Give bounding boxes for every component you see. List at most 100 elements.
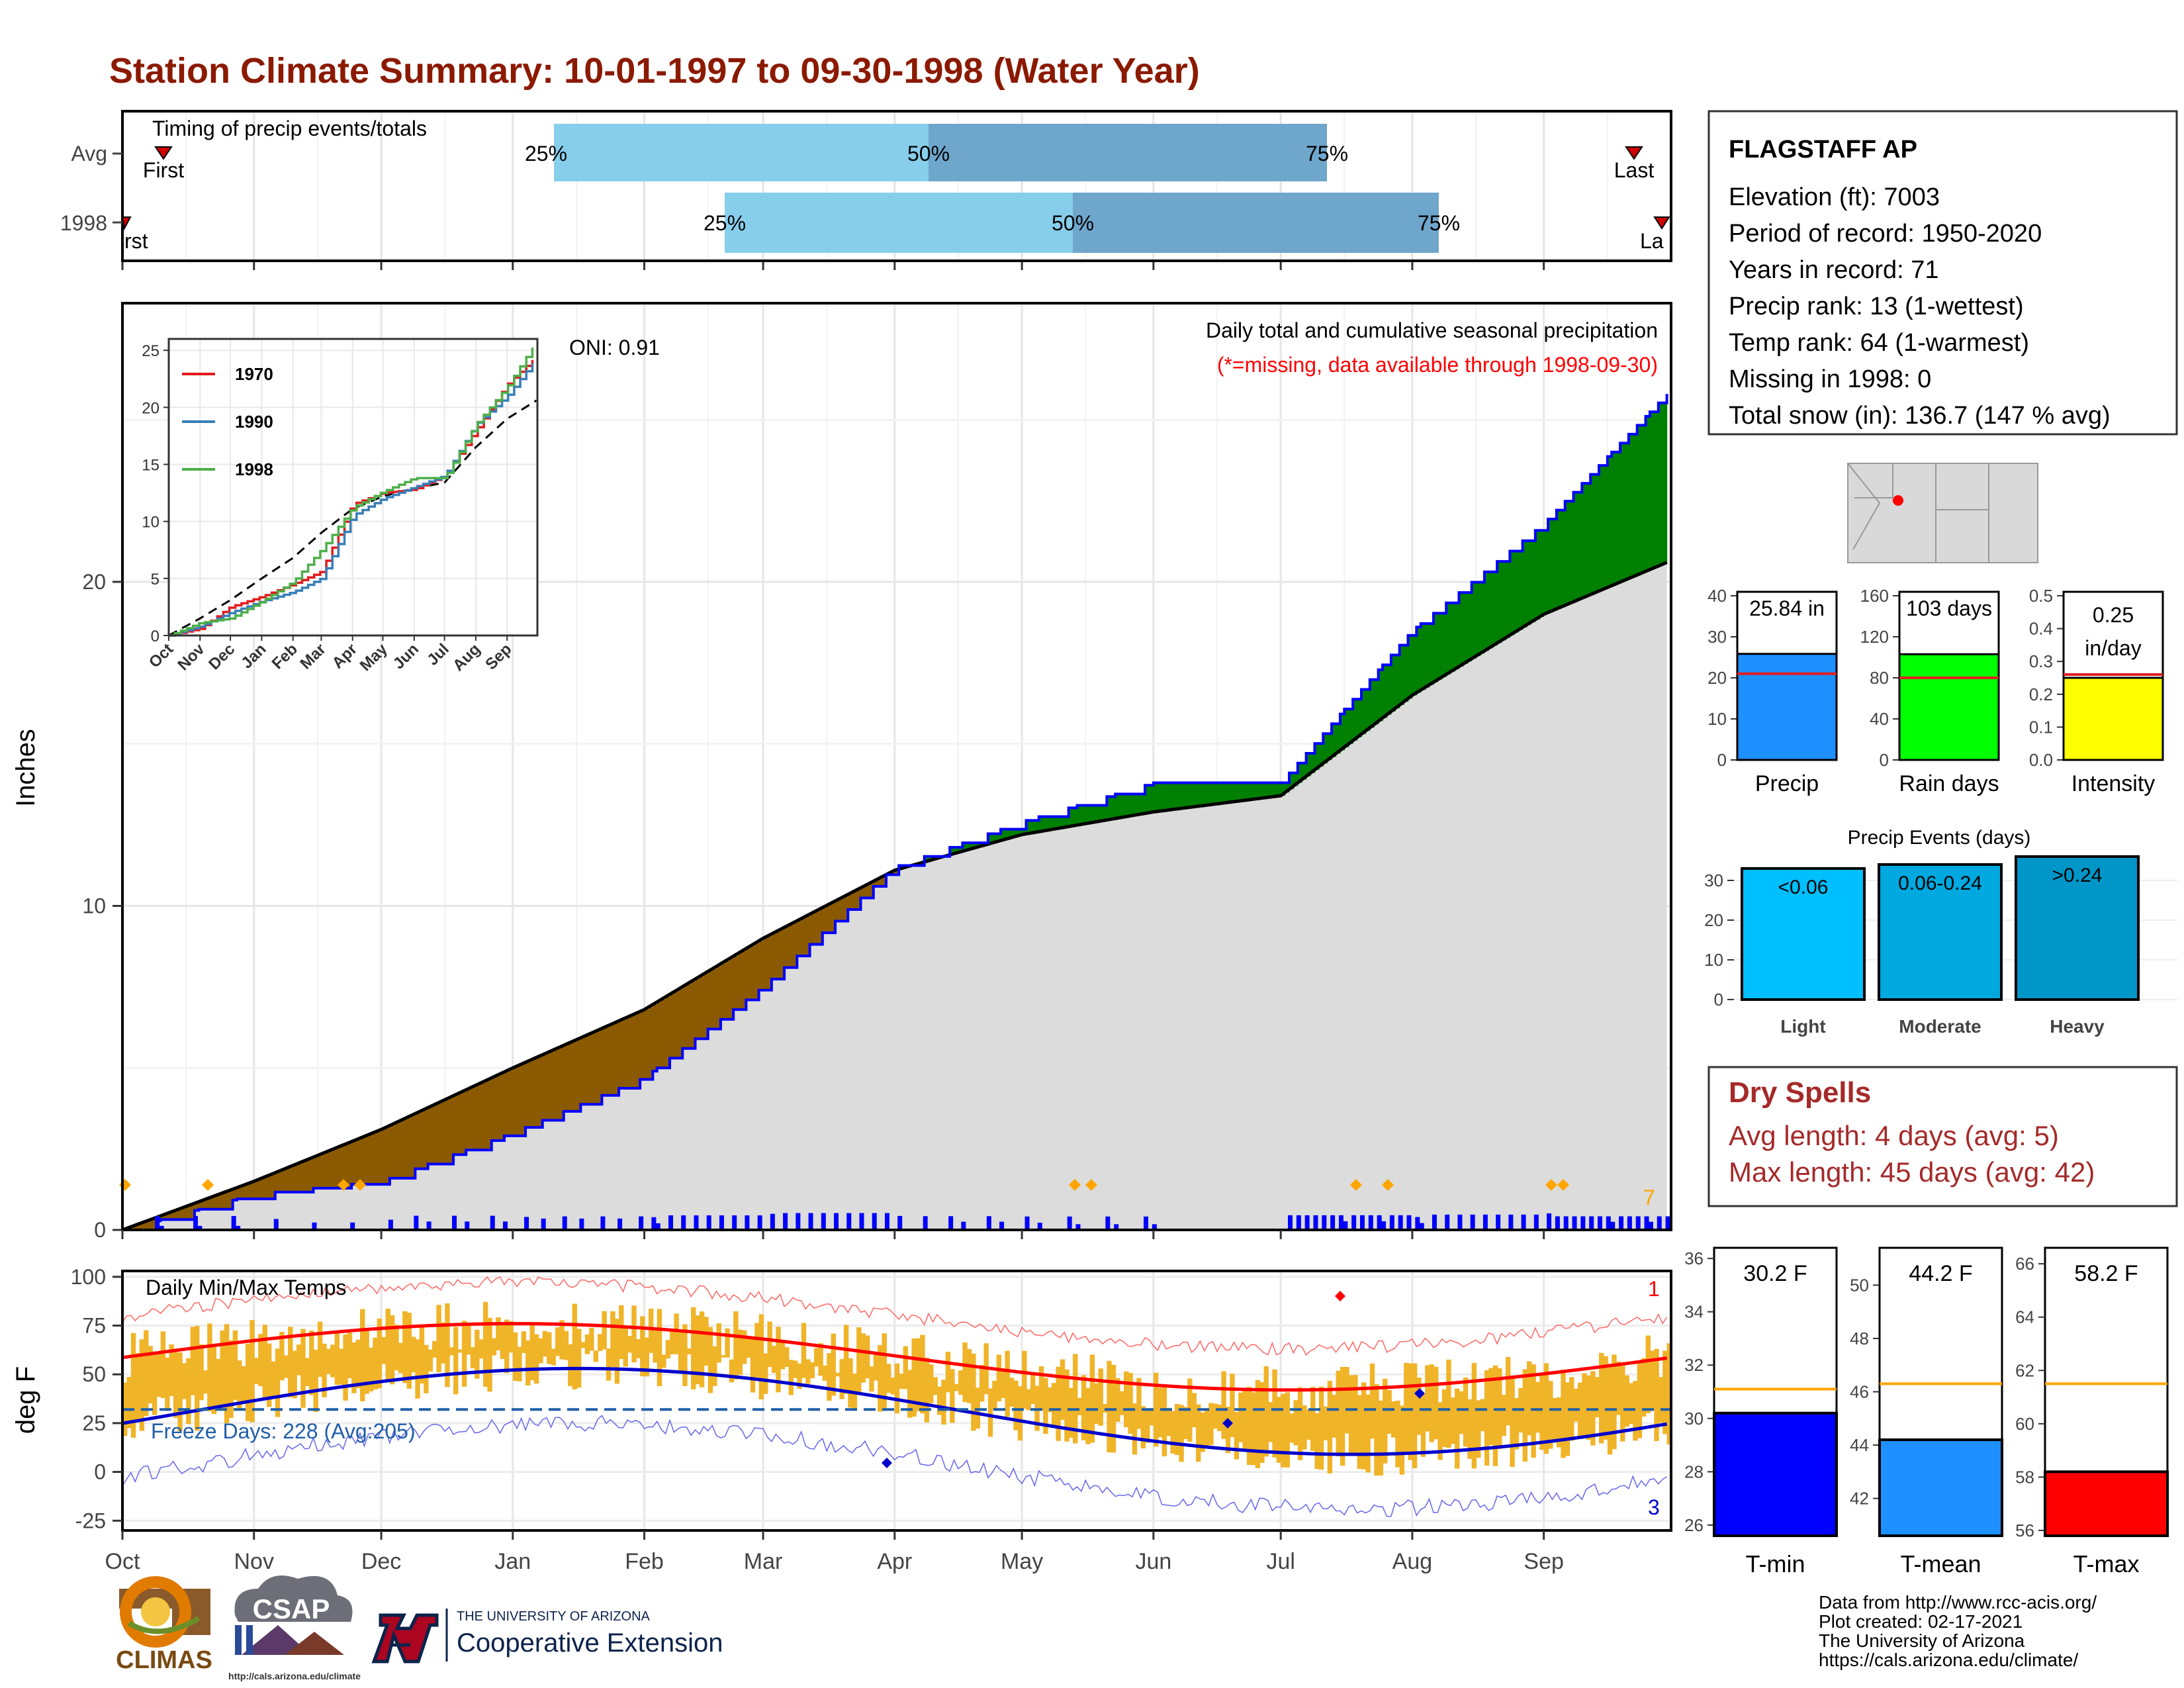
daily-precip-bar — [1606, 1216, 1611, 1230]
month-tick-label: Mar — [744, 1549, 783, 1574]
daily-precip-bar — [1665, 1216, 1670, 1230]
daily-precip-bar — [1313, 1215, 1318, 1230]
daily-temp-bar — [266, 1343, 272, 1407]
daily-temp-bar — [1255, 1380, 1261, 1468]
daily-temp-bar — [1183, 1407, 1189, 1439]
temp-summary-bars: 26 28 30 32 34 36 30.2 F T-min 42 44 46 48 50 44.2 F T… — [1684, 1246, 2169, 1577]
events-ytick: 0 — [1714, 990, 1723, 1009]
events-ytick: 30 — [1704, 870, 1723, 890]
daily-temp-bar — [224, 1324, 230, 1424]
precip-ytick: 20 — [82, 570, 106, 594]
summary-ytick: 0.3 — [2029, 651, 2053, 671]
daily-precip-bar — [617, 1218, 623, 1230]
daily-precip-bar — [745, 1215, 750, 1230]
daily-temp-bar — [1200, 1412, 1205, 1452]
daily-precip-bar — [1338, 1215, 1343, 1230]
daily-temp-bar — [330, 1344, 336, 1378]
daily-temp-bar — [559, 1320, 565, 1360]
daily-precip-bar — [1377, 1215, 1382, 1230]
csap-logo: CSAP http://cals.arizona.edu/climate — [228, 1575, 361, 1681]
daily-temp-bar — [1179, 1405, 1184, 1462]
daily-temp-bar — [1225, 1407, 1231, 1454]
daily-temp-bar — [670, 1331, 675, 1354]
daily-precip-bar — [490, 1215, 495, 1230]
daily-temp-bar — [1412, 1363, 1418, 1469]
event-value: <0.06 — [1778, 876, 1829, 898]
daily-temp-bar — [707, 1327, 713, 1393]
daily-temp-bar — [517, 1346, 522, 1382]
daily-precip-bar — [821, 1213, 826, 1230]
temp-summary-bar-0 — [1713, 1411, 1838, 1537]
extreme-marker — [1382, 1179, 1394, 1191]
daily-temp-bar — [801, 1323, 807, 1378]
daily-temp-bar — [572, 1303, 577, 1389]
daily-temp-bar — [644, 1337, 649, 1377]
record-marker — [1222, 1418, 1233, 1429]
daily-precip-bar — [1563, 1216, 1569, 1230]
daily-precip-bar — [719, 1215, 724, 1230]
daily-temp-bar — [1353, 1375, 1358, 1456]
summary-bar-2 — [2062, 677, 2164, 761]
temp-summary-ytick: 32 — [1684, 1355, 1704, 1375]
daily-temp-bar — [440, 1322, 446, 1364]
daily-temp-bar — [453, 1327, 459, 1395]
daily-precip-bar — [834, 1213, 839, 1230]
month-tick-label: Jul — [1266, 1549, 1295, 1574]
daily-temp-bar — [1047, 1387, 1052, 1413]
daily-temp-bar — [491, 1338, 497, 1356]
daily-temp-bar — [504, 1319, 510, 1374]
temp-summary-ytick: 42 — [1850, 1489, 1869, 1509]
precip-panel: 0 10 20 Inches ONI: 0.91 Daily total and c… — [11, 302, 1672, 1242]
daily-temp-bar — [915, 1338, 921, 1412]
daily-temp-bar — [725, 1328, 730, 1358]
daily-precip-bar — [600, 1216, 606, 1230]
daily-temp-bar — [1492, 1365, 1498, 1466]
daily-temp-bar — [1539, 1374, 1545, 1450]
daily-temp-bar — [661, 1354, 666, 1368]
daily-precip-bar — [897, 1215, 903, 1230]
station-info-line: Years in record: 71 — [1729, 256, 1939, 284]
timing-avg-last-label: Last — [1614, 158, 1655, 182]
daily-precip-bar — [197, 1225, 203, 1230]
daily-temp-bar — [156, 1354, 161, 1397]
month-tick-label: Jan — [494, 1549, 531, 1574]
daily-temp-bar — [1441, 1389, 1447, 1447]
daily-temp-bar — [580, 1342, 586, 1348]
daily-temp-bar — [1191, 1393, 1197, 1428]
daily-temp-bar — [1594, 1377, 1600, 1418]
daily-temp-bar — [152, 1351, 158, 1415]
freeze-days: Freeze Days: 228 (Avg:205) — [151, 1419, 416, 1443]
daily-temp-bar — [640, 1316, 645, 1377]
daily-temp-bar — [237, 1360, 242, 1409]
daily-temp-bar — [1217, 1404, 1222, 1431]
daily-precip-bar — [796, 1213, 801, 1230]
daily-temp-bar — [589, 1327, 594, 1351]
daily-temp-bar — [1085, 1387, 1091, 1444]
daily-temp-bar — [1649, 1350, 1655, 1411]
daily-temp-bar — [1476, 1400, 1481, 1458]
daily-temp-bar — [1001, 1371, 1006, 1399]
daily-temp-bar — [584, 1334, 590, 1354]
daily-temp-bar — [1077, 1397, 1082, 1415]
record-high-line — [122, 1276, 1668, 1356]
daily-precip-bar — [961, 1221, 966, 1230]
dry-spells-title: Dry Spells — [1729, 1076, 1871, 1109]
daily-precip-bar — [986, 1216, 991, 1230]
daily-precip-bar — [426, 1221, 432, 1230]
daily-temp-bar — [614, 1319, 620, 1384]
daily-temp-bar — [631, 1305, 637, 1363]
daily-precip-bar — [1105, 1216, 1111, 1230]
inset-ytick: 25 — [142, 342, 159, 360]
timing-row-avg: Avg — [71, 142, 107, 165]
temp-summary-value: 58.2 F — [2074, 1261, 2138, 1286]
daily-temp-bar — [1052, 1383, 1057, 1428]
csap-text: CSAP — [253, 1593, 330, 1624]
inset-ytick: 10 — [142, 514, 159, 532]
daily-precip-bar — [1598, 1216, 1603, 1230]
daily-precip-bar — [1152, 1224, 1157, 1230]
daily-temp-bar — [190, 1327, 195, 1395]
daily-temp-bar — [194, 1325, 200, 1431]
daily-temp-bar — [482, 1301, 488, 1387]
summary-ytick: 0.0 — [2029, 750, 2053, 770]
